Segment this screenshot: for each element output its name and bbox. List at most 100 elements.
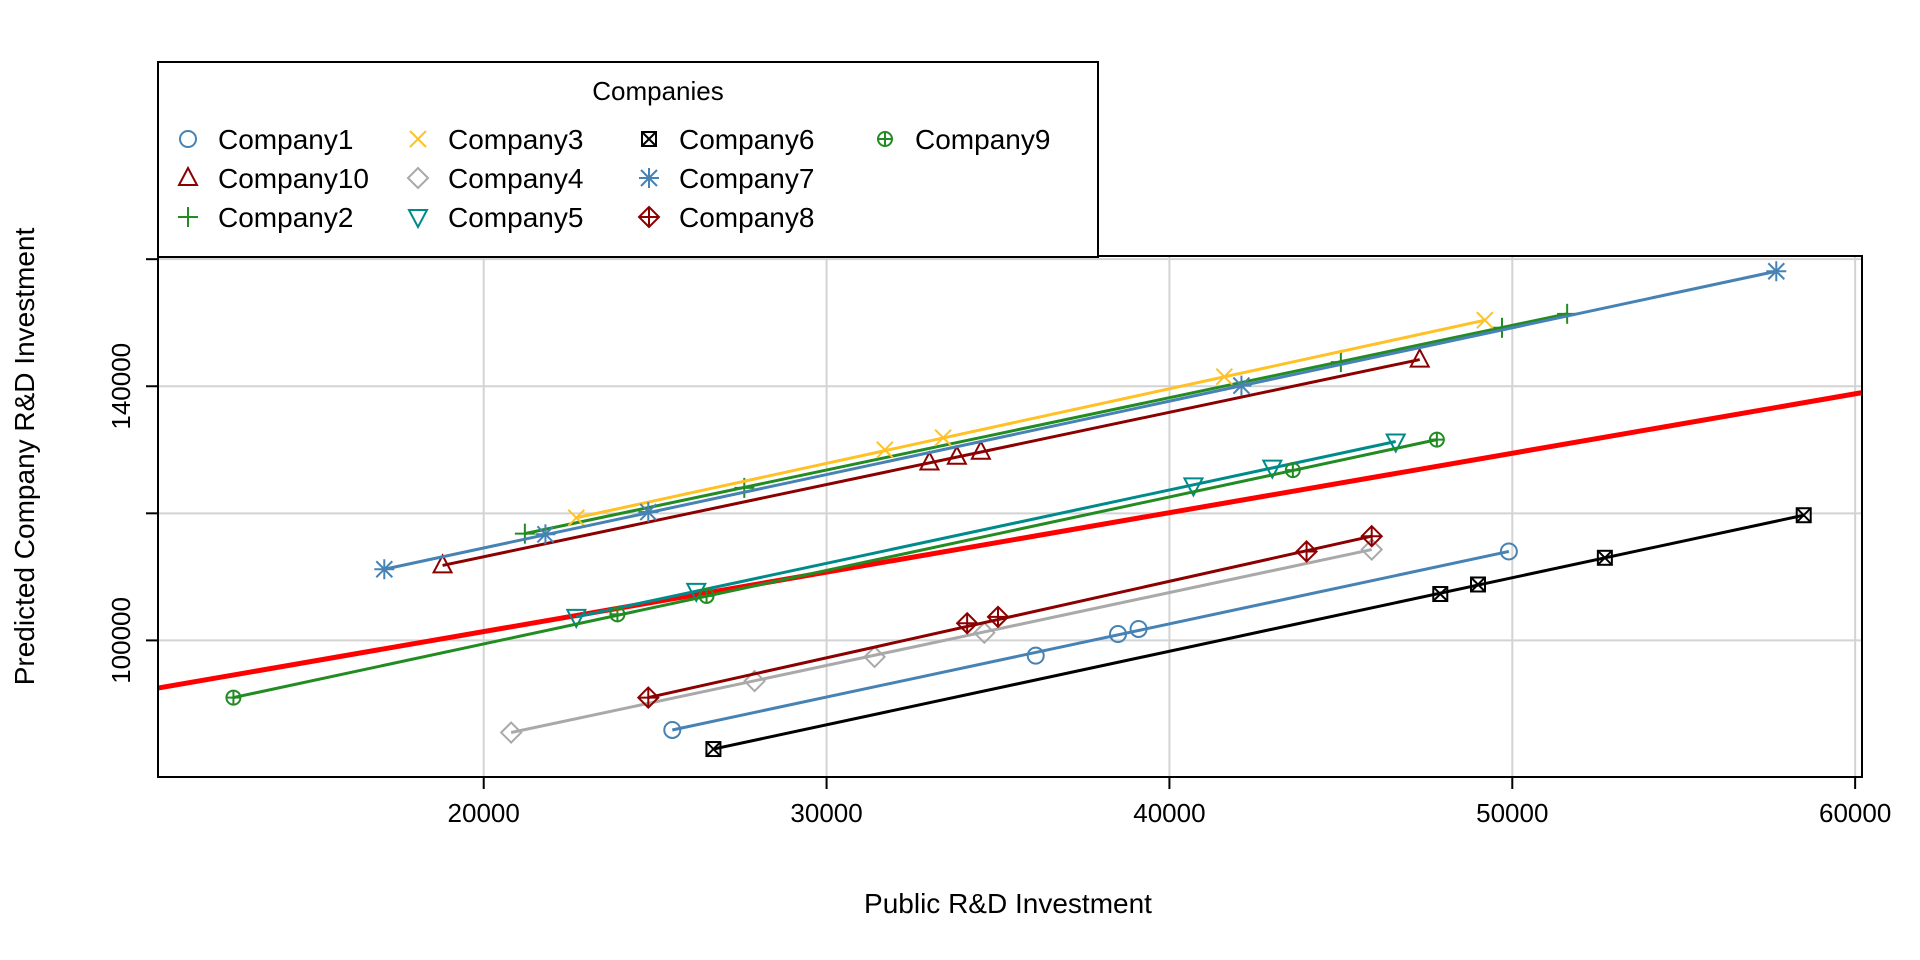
legend-title: Companies	[592, 76, 724, 106]
series-layer	[225, 261, 1812, 758]
company1-point	[1026, 646, 1045, 665]
marker-shape	[409, 130, 427, 148]
marker-shape	[641, 131, 657, 147]
legend-item-company1: Company1	[179, 124, 353, 155]
company5-point	[565, 608, 587, 630]
marker-shape	[1129, 619, 1148, 638]
marker-shape	[1597, 550, 1613, 566]
marker-shape	[876, 441, 894, 459]
legend-item-company2: Company2	[178, 202, 353, 233]
company8-point	[955, 611, 979, 635]
company5-fit-line	[575, 440, 1397, 619]
legend-label: Company7	[679, 163, 814, 194]
legend-item-company8: Company8	[637, 202, 814, 233]
marker-shape	[499, 721, 523, 744]
company8-point	[636, 686, 660, 709]
x-tick-label: 50000	[1476, 798, 1548, 828]
legend-marker	[641, 131, 657, 147]
marker-shape	[934, 429, 952, 447]
marker-shape	[863, 645, 886, 669]
company3-point	[934, 429, 952, 447]
legend-label: Company9	[915, 124, 1050, 155]
legend-item-company3: Company3	[409, 124, 583, 155]
company4-point	[1360, 538, 1384, 561]
company1-point	[1499, 542, 1518, 561]
company8-point	[1295, 540, 1318, 563]
x-tick-label: 30000	[790, 798, 862, 828]
legend-marker	[178, 207, 198, 227]
legend-box	[157, 61, 1099, 258]
legend-item-company6: Company6	[641, 124, 814, 155]
marker-shape	[705, 741, 722, 758]
marker-shape	[1182, 477, 1205, 498]
marker-shape	[407, 209, 429, 230]
legend-label: Company4	[448, 163, 583, 194]
legend-label: Company2	[218, 202, 353, 233]
x-axis-title: Public R&D Investment	[864, 888, 1152, 919]
company7-point	[535, 524, 556, 545]
x-tick-label: 20000	[448, 798, 520, 828]
legend: Companies Company1 Company10 Company2 Compan…	[157, 61, 1099, 258]
marker-shape	[431, 553, 454, 574]
company1-point	[663, 720, 682, 739]
marker-shape	[1596, 549, 1613, 566]
legend-marker	[877, 131, 893, 147]
company9-point	[1284, 462, 1301, 479]
marker-shape	[1432, 586, 1449, 603]
company7-point	[1766, 261, 1787, 282]
company7-fit-line	[383, 269, 1777, 571]
marker-shape	[1385, 433, 1407, 454]
company8-point	[1360, 524, 1384, 548]
company10-point	[946, 444, 968, 465]
plot-frame	[157, 255, 1863, 778]
series-company3	[567, 311, 1494, 527]
company9-point	[698, 587, 715, 604]
series-company1	[663, 542, 1518, 739]
y-axis-title: Predicted Company R&D Investment	[9, 228, 40, 686]
company2-fit-line	[524, 312, 1568, 536]
marker-shape	[918, 450, 941, 471]
marker-shape	[406, 166, 430, 190]
marker-shape	[1026, 646, 1045, 665]
marker-shape	[567, 509, 585, 527]
company9-point	[225, 689, 242, 706]
x-tick-label: 40000	[1133, 798, 1205, 828]
company8-point	[986, 605, 1010, 629]
company7-point	[374, 559, 395, 580]
company10-point	[970, 439, 992, 460]
company9-point	[1428, 431, 1445, 448]
legend-item-company5: Company5	[407, 202, 583, 233]
marker-shape	[970, 439, 992, 460]
company3-point	[876, 441, 894, 459]
series-company6	[705, 507, 1812, 758]
legend-marker	[406, 166, 430, 190]
company7-point	[1231, 375, 1252, 396]
x-tick-label: 60000	[1819, 798, 1891, 828]
company6-point	[1432, 586, 1449, 603]
marker-shape	[565, 608, 587, 630]
company3-point	[567, 509, 585, 527]
marker-shape	[1796, 507, 1812, 523]
series-company7	[374, 261, 1787, 580]
company5-point	[1261, 459, 1283, 480]
legend-item-company9: Company9	[877, 124, 1050, 155]
company6-point	[1795, 507, 1812, 524]
legend-label: Company8	[679, 202, 814, 233]
legend-marker	[637, 205, 661, 229]
company3-point	[1215, 368, 1233, 386]
axes: 20000 30000 40000 50000 60000 100000 140000	[106, 258, 1891, 828]
company4-point	[743, 669, 766, 693]
company8-fit-line	[647, 534, 1373, 700]
company7-point	[638, 502, 659, 523]
marker-shape	[1470, 576, 1486, 593]
legend-label: Company6	[679, 124, 814, 155]
company10-point	[1409, 347, 1431, 368]
marker-shape	[179, 130, 197, 148]
legend-label: Company10	[218, 163, 369, 194]
company4-point	[972, 621, 996, 645]
legend-item-company7: Company7	[639, 163, 814, 194]
marker-shape	[1109, 625, 1127, 644]
marker-shape	[177, 165, 199, 186]
legend-label: Company1	[218, 124, 353, 155]
